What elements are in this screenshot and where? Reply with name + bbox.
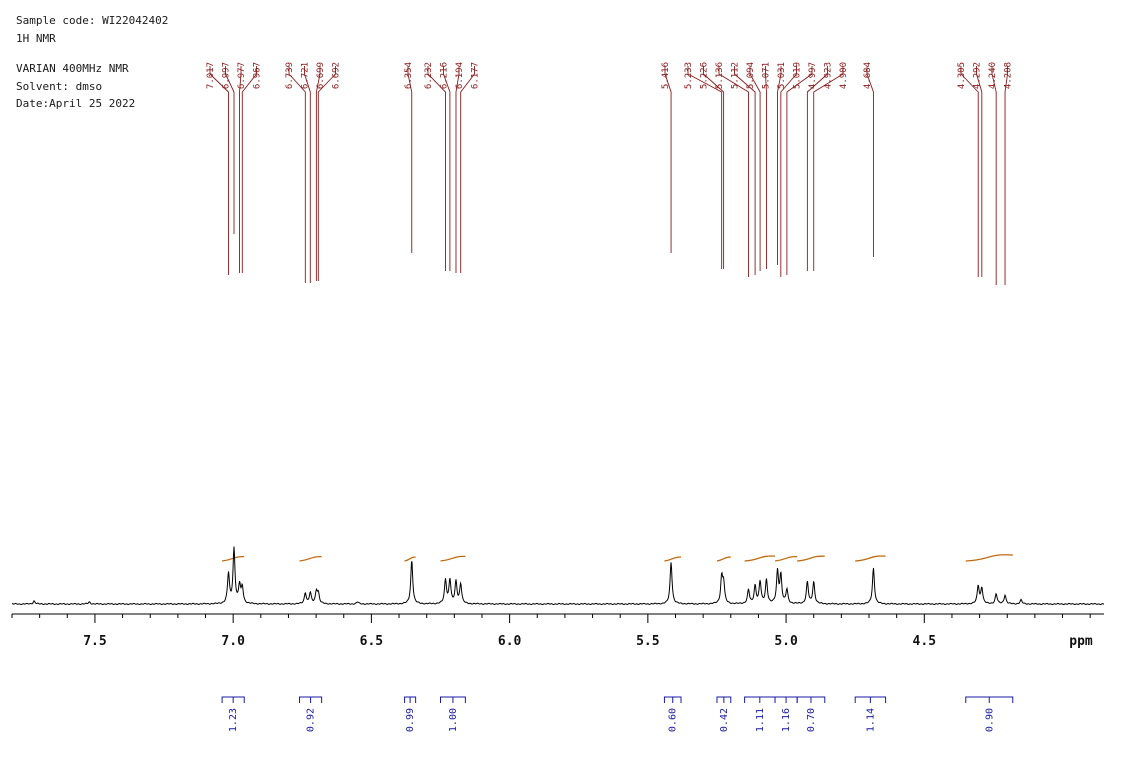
peak-label: 6.354 (404, 62, 414, 89)
peak-label-line (407, 66, 413, 253)
peak-label-line (786, 66, 813, 275)
peak-label-line (777, 66, 782, 265)
peak-label: 4.900 (839, 62, 849, 89)
integral-curve (744, 555, 776, 562)
peak-label-line (241, 66, 257, 273)
peak-label-line (1004, 66, 1008, 285)
peak-label-line (718, 66, 749, 277)
peak-label: 5.031 (777, 62, 787, 89)
integral-value: 0.92 (306, 708, 317, 732)
peak-label-line (317, 66, 336, 281)
peak-label-line (780, 66, 797, 277)
peak-label-layer: 7.017 6.997 6.977 6.967 6.739 6.721 6.699 6.692… (206, 62, 1014, 285)
peak-label-line (687, 66, 723, 269)
peak-label-line (315, 66, 321, 281)
peak-label: 6.699 (316, 62, 326, 89)
sample-code: Sample code: WI22042402 (16, 14, 169, 27)
integral-curve (855, 555, 886, 562)
integral-value: 1.00 (448, 708, 459, 732)
peak-label-line (976, 66, 983, 277)
solvent: Solvent: dmso (16, 79, 103, 93)
integral-curve (299, 555, 322, 562)
peak-label: 5.226 (700, 62, 710, 89)
integral-value: 1.11 (755, 708, 766, 732)
peak-label-line (734, 66, 756, 275)
integral-value: 0.90 (984, 708, 995, 732)
peak-label-line (866, 66, 874, 257)
spectrum-line (11, 546, 1105, 606)
tick-label: 6.0 (498, 634, 522, 649)
tick-label: 4.5 (913, 634, 936, 649)
integral-value: 0.60 (668, 708, 679, 732)
peak-label: 5.136 (715, 62, 725, 89)
peak-label-line (288, 66, 306, 283)
date: Date:April 25 2022 (16, 97, 136, 110)
sample-header: Sample code: WI22042402 1H NMR VARIAN 40… (16, 12, 168, 113)
integral-value: 1.23 (228, 708, 239, 732)
integral-curve (716, 556, 731, 562)
integral-value: 1.14 (865, 708, 876, 732)
peak-label-line (239, 66, 242, 273)
x-axis-label: ppm (1069, 634, 1093, 649)
peak-label-line (427, 66, 446, 271)
integral-curve (404, 556, 416, 562)
integral-curve (440, 555, 466, 562)
peak-label-line (664, 66, 672, 253)
tick-label: 6.5 (360, 634, 383, 649)
integral-curve (664, 556, 682, 562)
integral-value: 1.16 (781, 708, 792, 732)
instrument: VARIAN 400MHz NMR (16, 62, 129, 75)
peak-label: 5.071 (762, 62, 772, 89)
integral-value: 0.42 (719, 708, 730, 732)
peak-label-line (209, 66, 229, 275)
peak-label: 5.019 (793, 62, 803, 89)
peak-label-line (806, 66, 828, 271)
peak-label: 4.208 (1004, 62, 1014, 89)
peak-label-line (765, 66, 767, 269)
experiment-type: 1H NMR (16, 31, 56, 45)
x-axis: 7.5 7.0 6.5 6.0 5.5 5.0 4.5 (11, 613, 1104, 649)
integral-value: 0.99 (405, 708, 416, 732)
tick-label: 7.5 (83, 634, 106, 649)
peak-label: 4.240 (988, 62, 998, 89)
peak-label-line (749, 66, 761, 271)
integral-curve-layer (222, 554, 1013, 562)
integral-bracket-layer: 1.23 0.92 0.99 1.00 0.60 0.42 1.11 1.16 0.70 1.14… (221, 696, 1014, 732)
peak-label-line (991, 66, 997, 285)
peak-label-line (304, 66, 311, 283)
peak-label: 4.292 (973, 62, 983, 89)
peak-label: 5.112 (731, 62, 741, 89)
peak-label: 5.233 (684, 62, 694, 89)
peak-label-line (443, 66, 451, 271)
peak-label: 6.721 (301, 62, 311, 89)
peak-label: 5.416 (661, 62, 671, 89)
peak-label: 4.923 (824, 62, 834, 89)
integral-curve (774, 555, 798, 562)
peak-label: 6.194 (455, 62, 465, 89)
peak-label: 6.967 (253, 62, 263, 89)
integral-curve (965, 554, 1013, 562)
peak-label-line (460, 66, 475, 273)
peak-label: 6.977 (237, 62, 247, 89)
tick-label: 5.5 (636, 634, 659, 649)
peak-label-line (455, 66, 460, 273)
peak-label: 6.692 (332, 62, 342, 89)
peak-label-line (225, 66, 235, 234)
peak-label: 4.997 (808, 62, 818, 89)
peak-label-line (960, 66, 979, 277)
integral-value: 0.70 (806, 708, 817, 732)
peak-label-line (703, 66, 725, 269)
tick-label: 5.0 (774, 634, 798, 649)
peak-label-line (813, 66, 844, 271)
tick-label: 7.0 (221, 634, 245, 649)
peak-label: 6.177 (471, 62, 481, 89)
integral-curve (797, 555, 825, 562)
